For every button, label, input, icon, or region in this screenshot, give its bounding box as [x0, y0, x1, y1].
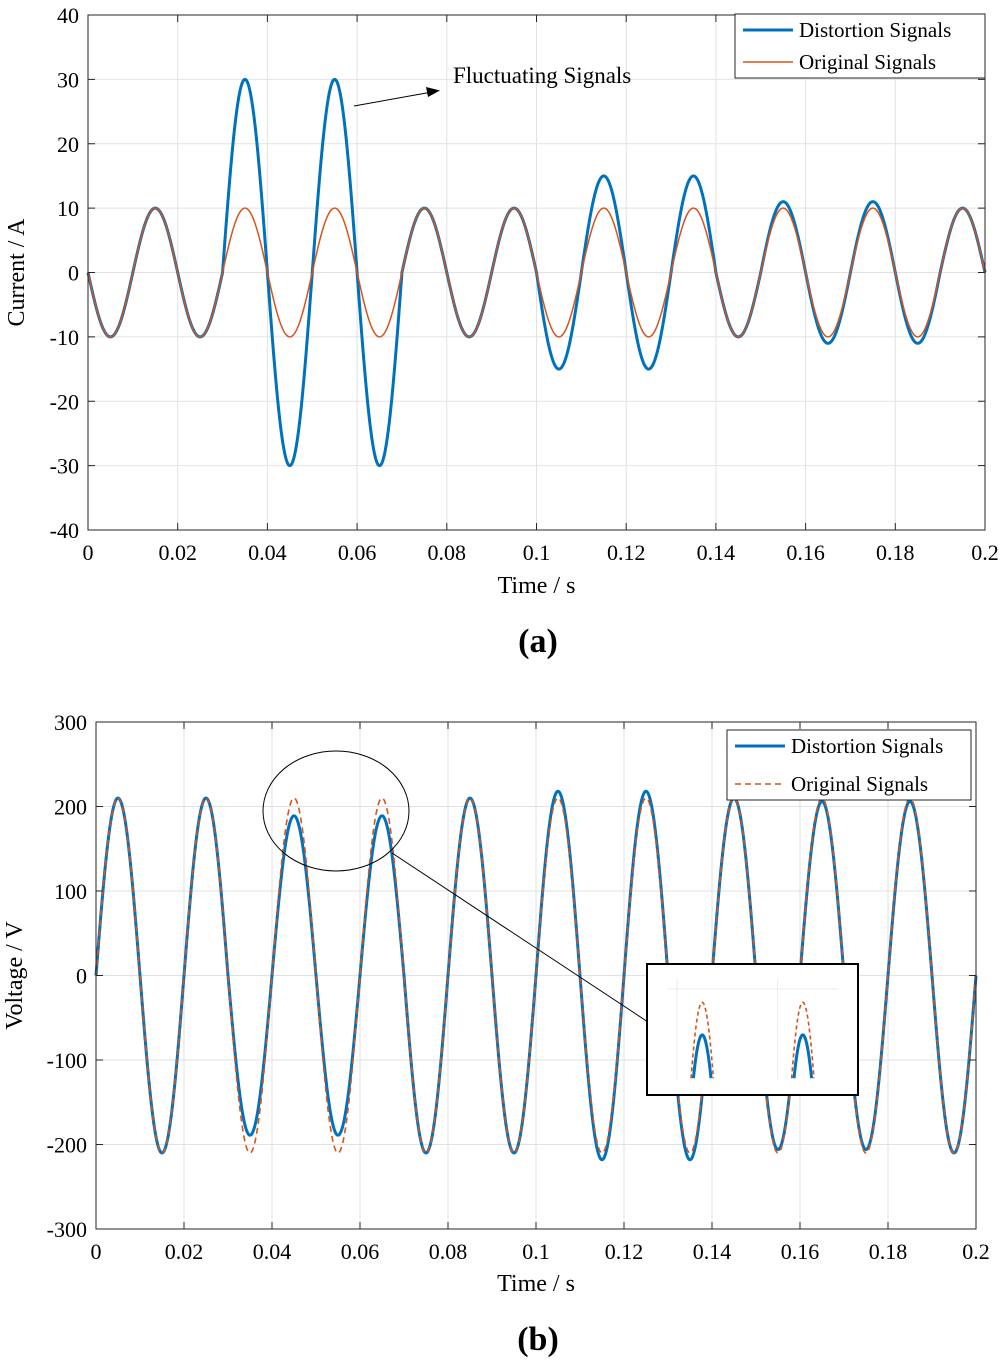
- zoom-region-ellipse: [262, 750, 410, 872]
- panel-a-curves: [86, 77, 987, 468]
- legend-box: [726, 729, 972, 801]
- series-line-original-signals: [87, 207, 986, 338]
- panel-b-voltage-chart: 0 0.02 0.04 0.06 0.08 0.1 0.12 0.14 0.16 0.18 0.2 -…: [2, 710, 990, 1358]
- y-tick-label: 0: [68, 261, 79, 286]
- y-tick-label: 300: [54, 710, 87, 735]
- x-tick-label: 0.1: [522, 1239, 550, 1264]
- y-tick-label: -10: [50, 325, 79, 350]
- panel-b-label: (b): [517, 1321, 559, 1358]
- inset-peak-original-signals: [790, 1001, 815, 1079]
- legend-label-original-signals: Original Signals: [791, 772, 928, 796]
- panel-a-ticks: 0 0.02 0.04 0.06 0.08 0.1 0.12 0.14 0.16 0.18 0.2 -…: [50, 3, 999, 565]
- x-tick-label: 0.16: [781, 1239, 820, 1264]
- x-tick-label: 0.12: [605, 1239, 644, 1264]
- x-tick-label: 0.12: [607, 540, 646, 565]
- x-tick-label: 0.02: [165, 1239, 204, 1264]
- x-tick-label: 0: [83, 540, 94, 565]
- x-tick-label: 0.02: [158, 540, 197, 565]
- annotation-text: Fluctuating Signals: [453, 63, 631, 88]
- x-tick-label: 0.06: [338, 540, 377, 565]
- y-tick-label: 10: [57, 196, 79, 221]
- panel-b-x-axis-label: Time / s: [497, 1271, 575, 1297]
- zoom-inset-group: [262, 750, 859, 1096]
- inset-peak-original-signals: [690, 1001, 715, 1079]
- inset-peak-distortion-signals: [691, 1033, 713, 1079]
- series-line-original-signals: [95, 797, 977, 1154]
- legend-label-distortion-signals: Distortion Signals: [799, 18, 951, 42]
- panel-b-y-axis-label: Voltage / V: [2, 921, 28, 1030]
- y-tick-label: -200: [47, 1133, 87, 1158]
- fluctuating-signals-annotation: Fluctuating Signals: [353, 63, 631, 107]
- annotation-arrow-head: [426, 87, 440, 97]
- panel-a-current-chart: 0 0.02 0.04 0.06 0.08 0.1 0.12 0.14 0.16 0.18 0.2 -…: [4, 3, 999, 660]
- panel-b-legend: Distortion Signals Original Signals: [726, 729, 972, 801]
- x-tick-label: 0.16: [786, 540, 825, 565]
- x-tick-label: 0.08: [428, 540, 467, 565]
- y-tick-label: 40: [57, 3, 79, 28]
- y-tick-label: 30: [57, 67, 79, 92]
- annotation-arrow-line: [353, 91, 433, 107]
- panel-a-legend: Distortion Signals Original Signals: [734, 13, 986, 79]
- x-tick-label: 0.2: [971, 540, 999, 565]
- x-tick-label: 0.2: [962, 1239, 990, 1264]
- zoom-inset: [646, 963, 859, 1096]
- legend-box: [734, 13, 986, 79]
- y-tick-label: 20: [57, 132, 79, 157]
- y-tick-label: 200: [54, 795, 87, 820]
- panel-a-label: (a): [518, 623, 558, 660]
- y-tick-label: -30: [50, 454, 79, 479]
- zoom-connector-line: [391, 852, 649, 1023]
- x-tick-label: 0.14: [697, 540, 736, 565]
- panel-b-curves: [94, 789, 978, 1162]
- x-tick-label: 0.04: [248, 540, 287, 565]
- legend-label-original-signals: Original Signals: [799, 50, 936, 74]
- y-tick-label: -100: [47, 1048, 87, 1073]
- x-tick-label: 0.04: [253, 1239, 292, 1264]
- x-tick-label: 0.18: [876, 540, 915, 565]
- inset-peak-distortion-signals: [792, 1033, 814, 1079]
- x-tick-label: 0.18: [869, 1239, 908, 1264]
- x-tick-label: 0.14: [693, 1239, 732, 1264]
- y-tick-label: 100: [54, 879, 87, 904]
- x-tick-label: 0: [91, 1239, 102, 1264]
- inset-frame: [646, 963, 859, 1096]
- x-tick-label: 0.08: [429, 1239, 468, 1264]
- y-tick-label: -300: [47, 1217, 87, 1242]
- panel-a-x-axis-label: Time / s: [498, 573, 576, 599]
- y-tick-label: -40: [50, 518, 79, 543]
- legend-label-distortion-signals: Distortion Signals: [791, 734, 943, 758]
- y-tick-label: -20: [50, 389, 79, 414]
- panel-a-y-axis-label: Current / A: [4, 218, 30, 327]
- y-tick-label: 0: [76, 964, 87, 989]
- panel-b-ticks: 0 0.02 0.04 0.06 0.08 0.1 0.12 0.14 0.16 0.18 0.2 -…: [47, 710, 990, 1264]
- x-tick-label: 0.1: [523, 540, 551, 565]
- x-tick-label: 0.06: [341, 1239, 380, 1264]
